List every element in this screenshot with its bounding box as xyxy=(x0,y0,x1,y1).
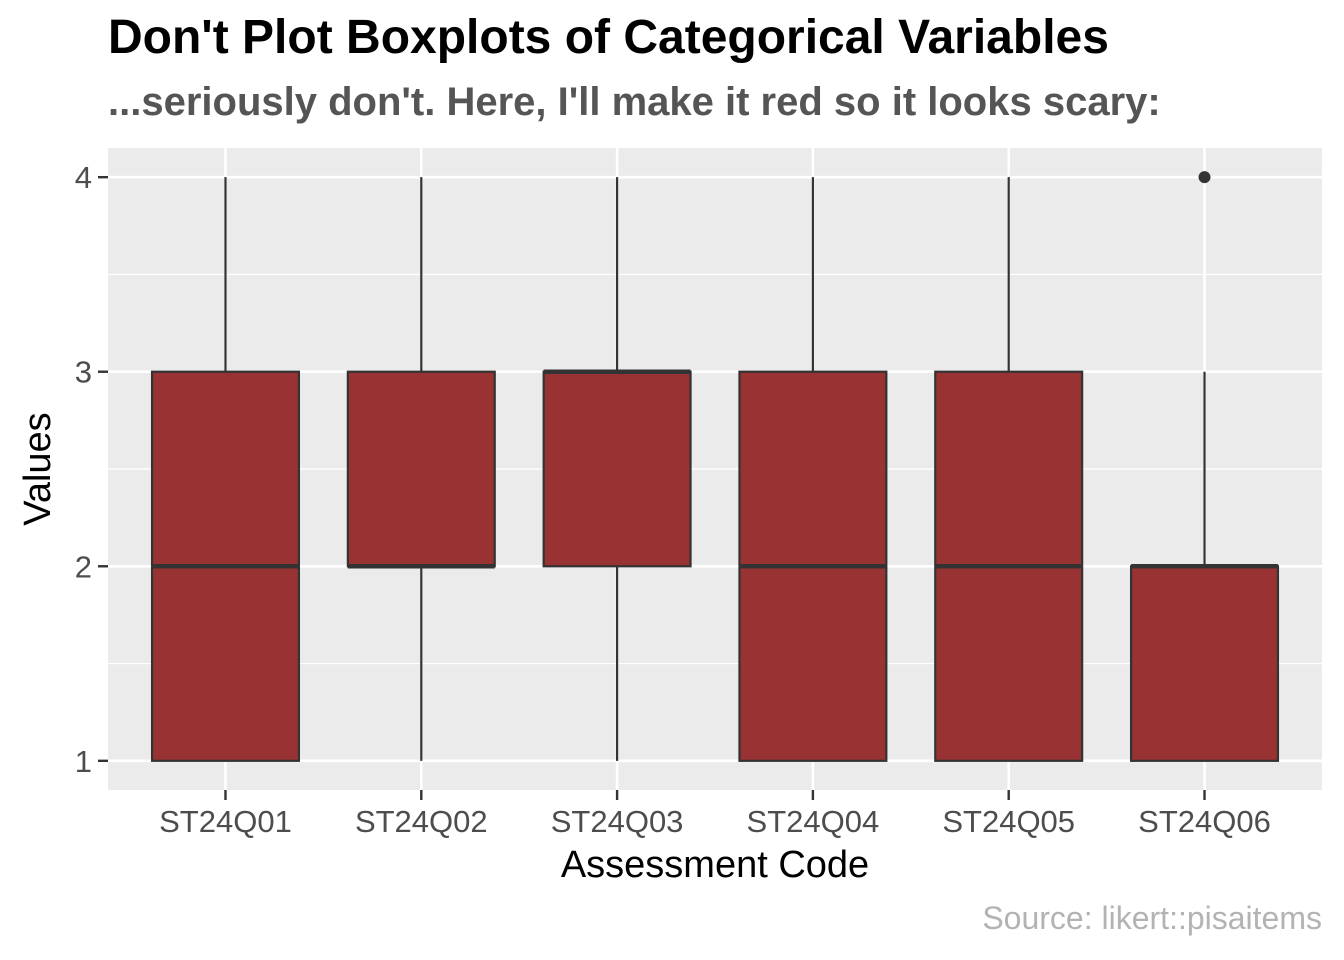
box-ST24Q06 xyxy=(1129,171,1280,762)
box-ST24Q02 xyxy=(346,177,496,761)
x-tick-label: ST24Q02 xyxy=(355,804,488,839)
y-tick-label: 2 xyxy=(75,549,92,584)
axes: 1 2 3 4 ST24Q01 ST24Q02 ST24Q03 ST24Q04 ST24Q05 S… xyxy=(75,160,1271,839)
chart-subtitle: ...seriously don't. Here, I'll make it r… xyxy=(108,80,1161,124)
source-caption: Source: likert::pisaitems xyxy=(982,900,1322,936)
y-tick-label: 4 xyxy=(75,160,92,195)
y-tick-label: 3 xyxy=(75,355,92,390)
x-tick-label: ST24Q06 xyxy=(1138,804,1271,839)
x-tick-label: ST24Q04 xyxy=(747,804,880,839)
box-ST24Q03 xyxy=(542,177,692,761)
box-ST24Q01 xyxy=(150,177,301,762)
box-body xyxy=(346,370,496,568)
box-body xyxy=(542,370,692,568)
outlier-point xyxy=(1198,171,1211,184)
chart-title: Don't Plot Boxplots of Categorical Varia… xyxy=(108,11,1109,64)
x-tick-label: ST24Q01 xyxy=(159,804,292,839)
y-tick-label: 1 xyxy=(75,744,92,779)
box-body xyxy=(1129,565,1280,762)
x-axis-label: Assessment Code xyxy=(561,844,869,886)
box-ST24Q05 xyxy=(934,177,1084,762)
x-tick-label: ST24Q03 xyxy=(551,804,684,839)
x-tick-label: ST24Q05 xyxy=(942,804,1075,839)
y-axis-label: Values xyxy=(17,412,59,525)
boxes xyxy=(150,171,1280,762)
box-ST24Q04 xyxy=(738,177,888,762)
